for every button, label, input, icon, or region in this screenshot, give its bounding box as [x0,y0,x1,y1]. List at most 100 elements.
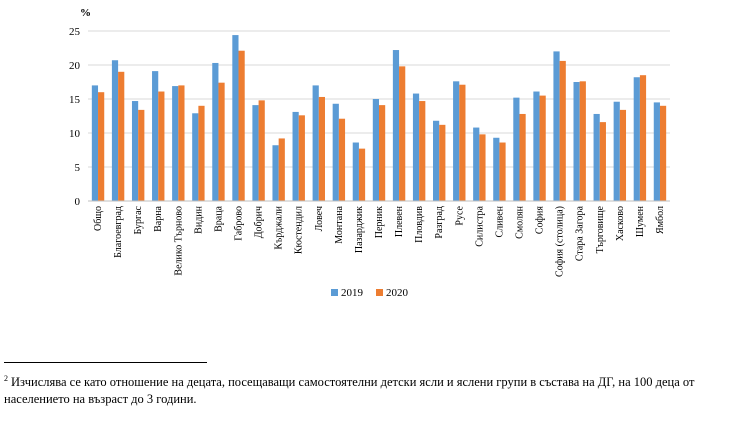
category-label: Пловдив [414,206,425,243]
legend-label: 2020 [386,287,409,299]
bar-2020-7 [238,50,245,201]
legend-swatch-2019 [331,289,338,296]
bar-2020-6 [218,82,225,201]
bar-2019-25 [593,113,600,201]
category-label: София [535,206,546,235]
bar-2019-8 [252,105,259,201]
bar-2019-10 [292,111,299,201]
y-tick-label: 0 [75,196,81,208]
bar-2020-21 [519,113,526,201]
bar-2019-20 [493,137,500,201]
category-label: Враца [213,205,224,231]
bar-2019-27 [633,77,640,201]
category-label: Хасково [615,206,626,241]
bar-2019-2 [131,101,139,201]
category-label: Плевен [394,205,405,237]
bar-2020-23 [559,60,566,201]
bar-2020-17 [439,124,446,201]
bar-2020-8 [258,100,265,201]
bar-2020-19 [479,134,486,201]
bar-2019-11 [312,85,319,201]
category-label: Добрич [254,206,265,238]
bar-2019-18 [453,81,460,201]
legend-label: 2019 [341,287,364,299]
bar-2019-1 [111,60,119,201]
bar-2020-22 [539,95,546,201]
bar-2020-14 [379,105,386,201]
bar-2019-28 [653,102,660,201]
category-label: Ловеч [314,206,325,231]
bar-2020-9 [278,138,285,201]
category-label: Русе [454,205,465,225]
legend: 2019 2020 [331,287,409,299]
category-label: Перник [374,206,385,238]
bar-2019-4 [172,86,179,201]
footnote-divider [4,362,207,363]
bar-2020-13 [358,148,366,201]
category-label: София (столица) [555,206,566,277]
y-tick-label: 5 [75,162,81,174]
bar-2019-13 [352,142,359,201]
bar-2019-6 [212,62,219,202]
category-label: Сливен [494,205,505,237]
bar-2020-5 [198,105,205,201]
y-tick-label: 20 [69,60,81,72]
bar-2019-17 [433,120,440,201]
bar-2019-9 [272,145,279,201]
bar-2020-27 [639,75,647,201]
category-label: Ямбол [655,206,666,234]
bar-2020-28 [659,105,667,201]
bar-2020-24 [579,81,586,201]
y-tick-label: 25 [69,26,81,38]
bar-2020-18 [459,84,466,201]
category-label: Силистра [474,205,485,246]
category-label: Бургас [133,205,144,234]
bars [91,35,667,202]
bar-2020-12 [338,118,346,201]
category-label: Велико Търново [173,206,184,276]
bar-2020-15 [399,66,406,201]
bar-2020-26 [619,109,627,201]
bar-2020-2 [138,109,145,201]
bar-2020-11 [318,96,325,201]
category-label: Пазарджик [354,206,365,253]
category-label: Кърджали [274,205,285,249]
bar-2020-0 [98,92,105,201]
category-label: Кюстендил [294,206,305,254]
footnote-number: 2 [4,374,8,383]
footnote: 2 Изчислява се като отношение на децата, … [4,370,736,408]
y-axis-ticks: 0 5 10 15 20 25 [69,26,81,208]
bar-2019-22 [533,91,540,201]
category-label: Смолян [514,205,525,238]
bar-2019-12 [332,103,339,201]
bar-2019-3 [152,71,159,202]
category-label: Шумен [635,205,646,237]
category-label: Стара Загора [575,205,586,261]
y-tick-label: 15 [69,94,81,106]
bar-2019-23 [553,51,560,202]
bar-2019-5 [192,113,199,201]
category-label: Благоевград [113,206,124,258]
category-label: Габрово [234,206,245,241]
category-label: Общо [93,206,104,231]
legend-swatch-2020 [376,289,383,296]
category-label: Видин [193,205,204,233]
bar-2020-1 [118,71,125,201]
bar-2020-3 [158,91,165,201]
bar-2020-10 [298,115,305,201]
bar-2019-0 [91,85,99,201]
category-labels: Общо Благоевград Бургас Варна Велико Търново… [93,205,666,277]
footnote-text: Изчислява се като отношение на децата, п… [4,375,695,407]
bar-2019-21 [513,97,520,201]
bar-2020-16 [419,101,426,201]
category-label: Търговище [595,205,606,253]
bar-2019-16 [412,93,420,201]
category-label: Разград [434,206,445,239]
bar-2019-24 [573,82,580,201]
bar-2020-25 [599,122,606,201]
bar-2020-4 [178,85,185,201]
bar-2019-19 [473,127,480,201]
bar-2019-15 [392,50,400,201]
bar-2019-7 [232,35,239,201]
bar-2019-26 [613,101,620,201]
